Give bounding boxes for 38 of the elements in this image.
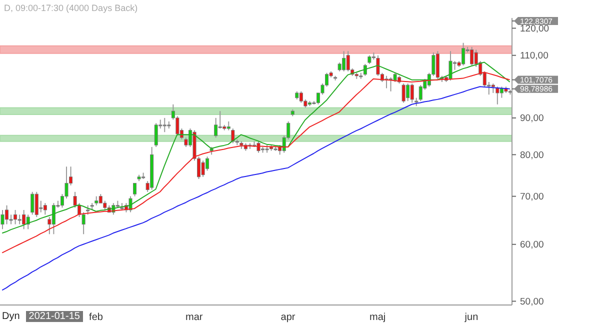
x-tick-label: apr	[280, 312, 296, 323]
x-tick-label: feb	[89, 312, 104, 323]
y-tick-label: 90,00	[520, 113, 544, 124]
text: Dyn	[2, 311, 20, 322]
candlestick	[410, 83, 414, 104]
candlestick	[73, 191, 77, 208]
y-tick-label: 70,00	[520, 192, 544, 203]
candlestick	[86, 204, 90, 216]
chart-title: D, 09:00-17:30 (4000 Days Back)	[4, 3, 138, 13]
candlestick	[34, 191, 38, 218]
x-tick-label: mar	[186, 312, 204, 323]
y-tick-label: 120,00	[520, 24, 550, 35]
candlestick	[133, 182, 137, 197]
y-tick-label: 50,00	[520, 296, 544, 308]
candlestick	[30, 191, 34, 216]
y-tick-label: 80,00	[520, 150, 544, 161]
candlestick	[214, 117, 218, 138]
candlestick	[43, 202, 47, 216]
candlestick	[103, 200, 107, 210]
candlestick	[491, 83, 495, 94]
candlestick	[346, 50, 350, 72]
candlestick	[231, 128, 235, 144]
x-tick-label: maj	[370, 312, 386, 323]
candlestick	[18, 214, 22, 225]
candlestick	[94, 196, 98, 206]
candlestick	[162, 117, 166, 133]
y-tick-label: 110,00	[520, 50, 548, 62]
candlestick	[201, 160, 205, 178]
candlestick	[496, 86, 500, 105]
text: 2021-01-15	[26, 311, 83, 322]
candlestick	[448, 50, 452, 81]
y-tick-label: 60,00	[520, 240, 544, 251]
candlestick	[154, 122, 158, 148]
line-series	[2, 86, 510, 291]
candlestick	[0, 209, 4, 230]
x-tick-label: jun	[464, 312, 478, 323]
candlestick	[402, 83, 406, 104]
candlestick	[418, 84, 422, 102]
